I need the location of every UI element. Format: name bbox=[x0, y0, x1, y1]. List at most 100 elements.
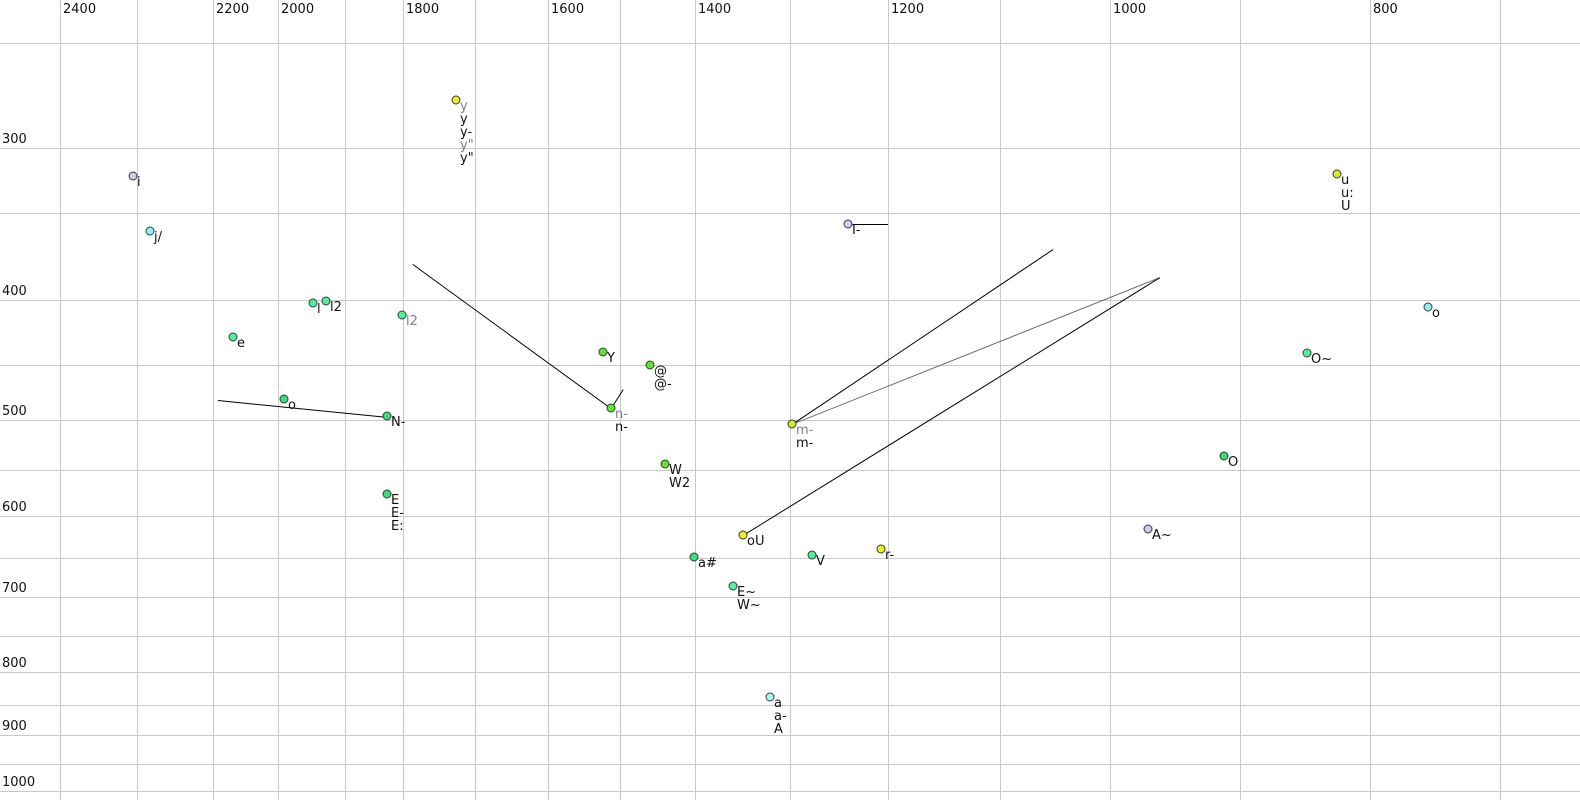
y-tick-label-400: 400 bbox=[2, 284, 27, 299]
x-tick-label-2200: 2200 bbox=[216, 2, 250, 17]
data-point-label-p-r-0: r- bbox=[885, 548, 895, 563]
y-tick-label-900: 900 bbox=[2, 719, 27, 734]
data-point-marker-p-O~[interactable] bbox=[1302, 348, 1312, 358]
data-point-marker-p-N[interactable] bbox=[382, 411, 392, 421]
gridline-vertical-12 bbox=[1000, 0, 1001, 800]
x-tick-label-1200: 1200 bbox=[891, 2, 925, 17]
data-point-label-p-o1-0: o bbox=[288, 398, 296, 413]
data-point-label-p-aA-0: a bbox=[774, 696, 782, 711]
data-point-label-p-Ew-0: E~ bbox=[737, 585, 757, 600]
gridline-vertical-2 bbox=[213, 0, 214, 800]
data-point-label-p-o2-0: o bbox=[1432, 306, 1440, 321]
gridline-horizontal-2 bbox=[0, 213, 1580, 214]
gridline-vertical-3 bbox=[278, 0, 279, 800]
gridline-vertical-1 bbox=[137, 0, 138, 800]
data-point-marker-p-l2a[interactable] bbox=[321, 296, 331, 306]
y-tick-label-800: 800 bbox=[2, 656, 27, 671]
data-point-marker-p-e[interactable] bbox=[228, 332, 238, 342]
data-point-marker-p-V[interactable] bbox=[807, 550, 817, 560]
gridline-vertical-7 bbox=[548, 0, 549, 800]
gridline-horizontal-4 bbox=[0, 365, 1580, 366]
gridline-horizontal-8 bbox=[0, 558, 1580, 559]
data-point-marker-p-l2b[interactable] bbox=[397, 310, 407, 320]
gridline-horizontal-10 bbox=[0, 636, 1580, 637]
data-point-label-p-uU-0: u bbox=[1341, 173, 1350, 188]
data-point-label-p-W-1: W2 bbox=[669, 476, 691, 491]
data-point-marker-p-m[interactable] bbox=[787, 419, 797, 429]
data-point-label-p-W-0: W bbox=[669, 463, 682, 478]
data-point-marker-p-Idash[interactable] bbox=[843, 219, 853, 229]
data-point-marker-p-W[interactable] bbox=[660, 459, 670, 469]
gridline-horizontal-14 bbox=[0, 764, 1580, 765]
x-tick-label-2400: 2400 bbox=[63, 2, 97, 17]
data-point-marker-p-r[interactable] bbox=[876, 544, 886, 554]
data-point-marker-p-uU[interactable] bbox=[1332, 169, 1342, 179]
data-point-label-p-i-0: i bbox=[137, 175, 141, 190]
data-point-label-p-Y-0: Y bbox=[607, 351, 615, 366]
gridline-vertical-11 bbox=[888, 0, 889, 800]
data-point-marker-p-y[interactable] bbox=[451, 95, 461, 105]
y-tick-label-1000: 1000 bbox=[2, 775, 36, 790]
gridline-vertical-13 bbox=[1110, 0, 1111, 800]
data-point-label-p-l2a-0: l2 bbox=[330, 300, 342, 315]
data-point-marker-p-a#[interactable] bbox=[689, 552, 699, 562]
data-point-label-p-uU-2: U bbox=[1341, 199, 1351, 214]
data-point-label-p-E3-2: E: bbox=[391, 519, 404, 534]
y-tick-label-300: 300 bbox=[2, 132, 27, 147]
data-point-marker-p-A~[interactable] bbox=[1143, 524, 1153, 534]
gridline-vertical-6 bbox=[475, 0, 476, 800]
data-point-label-p-aA-1: a- bbox=[774, 709, 787, 724]
data-point-label-p-a#-0: a# bbox=[698, 556, 717, 571]
data-point-marker-p-l[interactable] bbox=[308, 298, 318, 308]
data-point-label-p-y-1: y bbox=[460, 112, 468, 127]
seg-N bbox=[217, 400, 388, 418]
x-tick-label-800: 800 bbox=[1373, 2, 1398, 17]
data-point-marker-p-o2[interactable] bbox=[1423, 302, 1433, 312]
x-tick-label-1600: 1600 bbox=[551, 2, 585, 17]
data-point-marker-p-i[interactable] bbox=[128, 171, 138, 181]
gridline-horizontal-12 bbox=[0, 705, 1580, 706]
data-point-marker-p-j[interactable] bbox=[145, 226, 155, 236]
gridline-vertical-15 bbox=[1370, 0, 1371, 800]
data-point-label-p-y-2: y- bbox=[460, 125, 473, 140]
gridline-vertical-8 bbox=[620, 0, 621, 800]
data-point-label-p-oU-0: oU bbox=[747, 534, 765, 549]
data-point-marker-p-at[interactable] bbox=[645, 360, 655, 370]
data-point-label-p-N-0: N- bbox=[391, 415, 406, 430]
y-tick-label-500: 500 bbox=[2, 404, 27, 419]
data-point-marker-p-Ew[interactable] bbox=[728, 581, 738, 591]
gridline-horizontal-13 bbox=[0, 735, 1580, 736]
seg-n1 bbox=[412, 264, 611, 409]
data-point-marker-p-n[interactable] bbox=[606, 403, 616, 413]
seg-m1 bbox=[792, 249, 1054, 425]
data-point-label-p-m-1: m- bbox=[796, 436, 814, 451]
data-point-label-p-n-0: n- bbox=[615, 407, 628, 422]
data-point-marker-p-o1[interactable] bbox=[279, 394, 289, 404]
data-point-label-p-Ew-1: W~ bbox=[737, 598, 761, 613]
gridline-horizontal-9 bbox=[0, 597, 1580, 598]
data-point-label-p-j-0: j/ bbox=[154, 230, 162, 245]
data-point-label-p-l-0: l bbox=[317, 302, 321, 317]
gridline-vertical-16 bbox=[1500, 0, 1501, 800]
x-tick-label-1400: 1400 bbox=[698, 2, 732, 17]
gridline-horizontal-15 bbox=[0, 791, 1580, 792]
gridline-vertical-14 bbox=[1240, 0, 1241, 800]
data-point-marker-p-E3[interactable] bbox=[382, 489, 392, 499]
data-point-marker-p-O[interactable] bbox=[1219, 451, 1229, 461]
gridline-vertical-9 bbox=[695, 0, 696, 800]
data-point-label-p-E3-1: E- bbox=[391, 506, 404, 521]
data-point-marker-p-aA[interactable] bbox=[765, 692, 775, 702]
data-point-label-p-m-0: m- bbox=[796, 423, 814, 438]
data-point-label-p-aA-2: A bbox=[774, 722, 783, 737]
gridline-horizontal-3 bbox=[0, 300, 1580, 301]
data-point-label-p-n-1: n- bbox=[615, 420, 628, 435]
y-tick-label-700: 700 bbox=[2, 581, 27, 596]
gridline-horizontal-11 bbox=[0, 672, 1580, 673]
data-point-label-p-O-0: O bbox=[1228, 455, 1239, 470]
data-point-marker-p-oU[interactable] bbox=[738, 530, 748, 540]
gridline-vertical-10 bbox=[790, 0, 791, 800]
data-point-marker-p-Y[interactable] bbox=[598, 347, 608, 357]
data-point-label-p-y-4: y" bbox=[460, 151, 474, 166]
data-point-label-p-y-3: y" bbox=[460, 138, 474, 153]
data-point-label-p-e-0: e bbox=[237, 336, 245, 351]
